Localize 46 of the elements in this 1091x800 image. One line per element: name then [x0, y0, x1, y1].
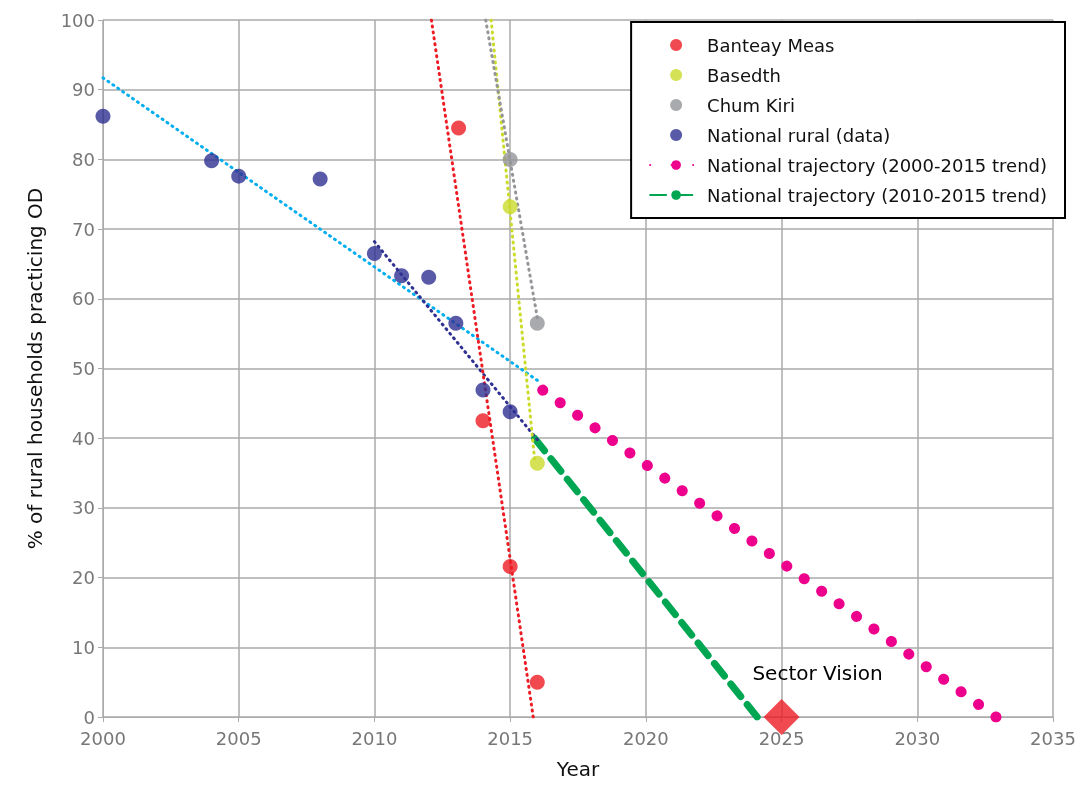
point: [502, 404, 518, 420]
point: [95, 108, 111, 124]
annotation: Sector Vision: [752, 661, 883, 685]
point: [366, 246, 382, 261]
point: [312, 171, 328, 187]
point: [475, 413, 491, 429]
point: [529, 674, 545, 690]
y-axis-title: % of rural households practicing OD: [23, 187, 47, 550]
x-tick-label: 2005: [215, 727, 262, 749]
y-tick-label: 0: [83, 706, 95, 728]
x-tick-label: 2010: [351, 727, 398, 749]
legend-label: National trajectory (2000-2015 trend): [707, 154, 1048, 176]
y-tick-label: 60: [72, 288, 95, 310]
legend-label: Banteay Meas: [707, 34, 835, 56]
x-tick-label: 2030: [894, 727, 941, 749]
point: [394, 268, 410, 284]
x-tick-label: 2000: [80, 727, 126, 749]
point: [502, 558, 518, 574]
point: [448, 315, 464, 331]
legend-label: Chum Kiri: [707, 94, 795, 116]
legend-label: Basedth: [707, 64, 781, 86]
y-tick-label: 50: [72, 358, 95, 379]
point: [502, 151, 518, 167]
x-tick-label: 2015: [487, 727, 534, 749]
y-tick-label: 40: [72, 427, 95, 449]
y-tick-label: 80: [72, 148, 95, 170]
y-tick-label: 100: [60, 9, 95, 31]
point: [204, 153, 220, 169]
legend-label: National trajectory (2010-2015 trend): [707, 184, 1048, 206]
x-axis-title: Year: [555, 757, 600, 781]
point: [529, 315, 545, 331]
x-tick-label: 2020: [622, 727, 669, 749]
point: [451, 120, 467, 136]
y-tick-label: 20: [72, 567, 95, 589]
y-tick-label: 70: [72, 218, 95, 240]
x-tick-label: 2035: [1030, 727, 1076, 749]
y-tick-label: 90: [72, 79, 95, 101]
point: [475, 382, 491, 398]
point: [421, 269, 437, 285]
legend-label: National rural (data): [707, 124, 891, 146]
y-tick-label: 30: [72, 497, 95, 519]
point: [502, 199, 518, 215]
x-tick-label: 2025: [758, 727, 805, 749]
point: [529, 455, 545, 471]
y-tick-label: 10: [72, 636, 95, 658]
point: [231, 168, 247, 184]
